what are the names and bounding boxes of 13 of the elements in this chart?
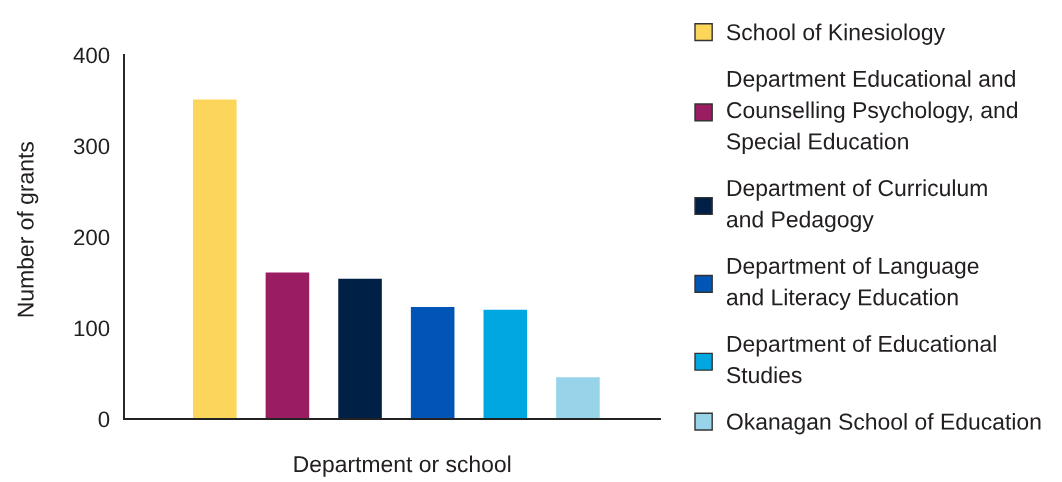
y-axis-title: Number of grants [16, 142, 39, 317]
legend-label: Okanagan School of Education [727, 413, 1041, 435]
legend-label: School of Kinesiology [726, 23, 946, 45]
legend-label: Department of Language and Literacy Education [726, 257, 979, 310]
y-tick-label: 0 [98, 411, 110, 428]
legend-label: Department Educational and Counselling Psychology, and Special Education [726, 70, 1018, 155]
y-tick-label: 100 [74, 320, 110, 337]
x-axis-title: Department or school [294, 455, 511, 477]
legend-label: Department of Curriculum and Pedagogy [726, 179, 987, 233]
y-tick-label: 300 [73, 138, 110, 155]
legend-label: Department of Educational Studies [726, 335, 996, 384]
y-tick-label: 400 [73, 47, 110, 64]
y-tick-label: 200 [74, 229, 110, 246]
